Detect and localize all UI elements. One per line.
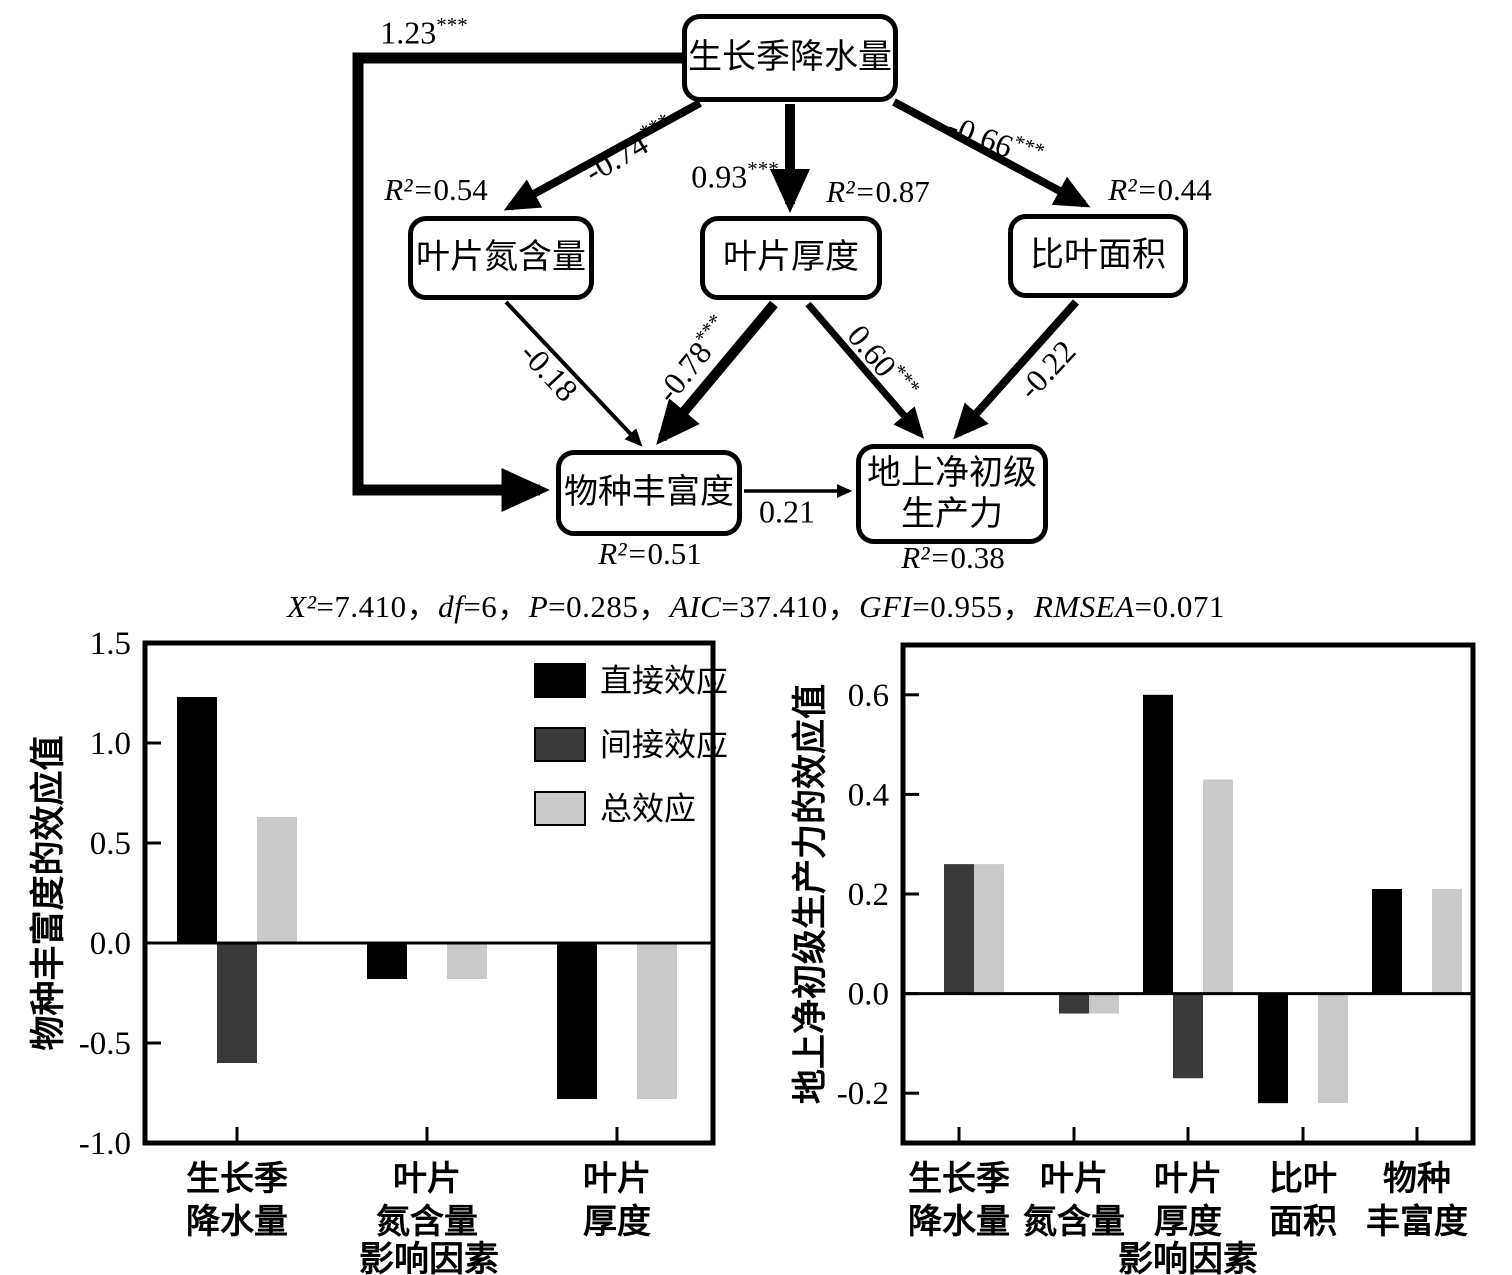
- bar-直接效应-1: [367, 943, 407, 979]
- bar-直接效应-2: [1143, 694, 1173, 994]
- bar-直接效应-4: [1372, 889, 1402, 994]
- coef-precip-thickness: 0.93***: [691, 156, 779, 195]
- bar-间接效应-2: [1173, 993, 1203, 1079]
- fit-stat-name: AIC: [669, 589, 722, 624]
- bar-总效应-2: [1203, 779, 1233, 994]
- fit-statistics: X²=7.410，df=6，P=0.285，AIC=37.410，GFI=0.9…: [287, 589, 1225, 624]
- bar-总效应-2: [637, 943, 677, 1099]
- node-leaf-thickness: 叶片厚度: [700, 216, 882, 300]
- y-tick-label: -0.2: [837, 1076, 889, 1112]
- x-category-label: 面积: [1269, 1203, 1337, 1241]
- node-specific-leaf-area: 比叶面积: [1008, 214, 1188, 298]
- x-category-label: 叶片: [1154, 1160, 1222, 1198]
- coef-precip-richness: 1.23***: [380, 12, 468, 51]
- bar-间接效应-0: [944, 864, 974, 994]
- x-category-label: 生长季: [186, 1160, 288, 1198]
- bar-间接效应-0: [217, 943, 257, 1063]
- legend-swatch-1: [534, 727, 586, 762]
- r2-specific-leaf-area: R²=0.44: [1108, 172, 1212, 207]
- legend-label-2: 总效应: [600, 791, 696, 827]
- r2-anpp: R²=0.38: [901, 540, 1005, 575]
- bar-总效应-4: [1432, 889, 1462, 994]
- y-tick-label: 0.0: [848, 977, 889, 1013]
- y-tick-label: -1.0: [79, 1126, 131, 1162]
- y-axis-title: 地上净初级生产力的效应值: [790, 684, 830, 1104]
- legend-swatch-0: [534, 663, 586, 698]
- node-growing-season-precipitation: 生长季降水量: [682, 14, 898, 102]
- node-anpp: 地上净初级 生产力: [856, 444, 1048, 544]
- node-leaf-nitrogen: 叶片氮含量: [408, 216, 594, 300]
- plot-border: [900, 642, 1476, 1146]
- x-category-label: 比叶: [1269, 1160, 1337, 1198]
- x-category-label: 叶片: [583, 1160, 651, 1198]
- x-axis-title: 影响因素: [1118, 1240, 1258, 1275]
- y-tick-label: 1.0: [90, 726, 131, 762]
- y-tick-label: -0.5: [79, 1026, 131, 1062]
- bar-总效应-3: [1318, 993, 1348, 1104]
- x-category-label: 生长季: [908, 1160, 1010, 1198]
- path-precip-to-richness: [352, 52, 687, 512]
- legend-label-0: 直接效应: [600, 663, 728, 699]
- bar-间接效应-1: [1059, 993, 1089, 1014]
- node-species-richness: 物种丰富度: [556, 450, 742, 536]
- coef-richness-anpp: 0.21: [759, 493, 815, 530]
- y-tick-label: 0.0: [90, 926, 131, 962]
- bar-总效应-1: [447, 943, 487, 979]
- y-tick-label: 1.5: [90, 626, 131, 662]
- y-tick-label: 0.4: [848, 777, 889, 813]
- x-category-label: 降水量: [908, 1203, 1010, 1241]
- fit-stat-name: df: [438, 589, 464, 624]
- bar-总效应-0: [257, 817, 297, 943]
- bar-直接效应-2: [557, 943, 597, 1099]
- x-category-label: 氮含量: [1023, 1203, 1125, 1241]
- y-tick-label: 0.2: [848, 877, 889, 913]
- y-axis-title: 物种丰富度的效应值: [28, 735, 68, 1050]
- fit-stat-name: P: [528, 589, 549, 624]
- x-category-label: 物种: [1383, 1160, 1451, 1198]
- fit-stat-name: RMSEA: [1033, 589, 1135, 624]
- path-thickness-to-anpp: [805, 301, 925, 439]
- y-tick-label: 0.6: [848, 678, 889, 714]
- bar-总效应-0: [974, 864, 1004, 994]
- x-axis-title: 影响因素: [359, 1240, 499, 1275]
- path-precip-to-sla: [892, 98, 1091, 208]
- bar-chart-2: 0.60.40.20.0-0.2生长季降水量叶片氮含量叶片厚度比叶面积物种丰富度…: [790, 642, 1476, 1275]
- r2-species-richness: R²=0.51: [598, 536, 702, 571]
- plot-border: [142, 640, 716, 1146]
- path-leafn-to-richness: [504, 300, 643, 447]
- bar-直接效应-0: [177, 697, 217, 943]
- sem-diagram-arrows: [352, 52, 1091, 512]
- legend-swatch-2: [534, 791, 586, 826]
- bar-直接效应-3: [1258, 993, 1288, 1104]
- fit-stat-name: X²: [287, 589, 317, 624]
- fit-stat-name: GFI: [859, 589, 913, 624]
- r2-leaf-thickness: R²=0.87: [826, 174, 930, 209]
- path-sla-to-anpp: [953, 299, 1079, 440]
- legend-label-1: 间接效应: [600, 727, 728, 763]
- x-category-label: 氮含量: [376, 1203, 478, 1241]
- r2-leaf-nitrogen: R²=0.54: [384, 172, 488, 207]
- x-category-label: 叶片: [393, 1160, 461, 1198]
- bar-总效应-1: [1089, 993, 1119, 1014]
- x-category-label: 叶片: [1040, 1160, 1108, 1198]
- path-thickness-to-richness: [656, 300, 778, 445]
- x-category-label: 降水量: [186, 1203, 288, 1241]
- path-precip-to-leafn: [503, 99, 702, 211]
- y-tick-label: 0.5: [90, 826, 131, 862]
- x-category-label: 丰富度: [1366, 1202, 1468, 1241]
- x-category-label: 厚度: [1154, 1203, 1222, 1241]
- x-category-label: 厚度: [583, 1203, 651, 1241]
